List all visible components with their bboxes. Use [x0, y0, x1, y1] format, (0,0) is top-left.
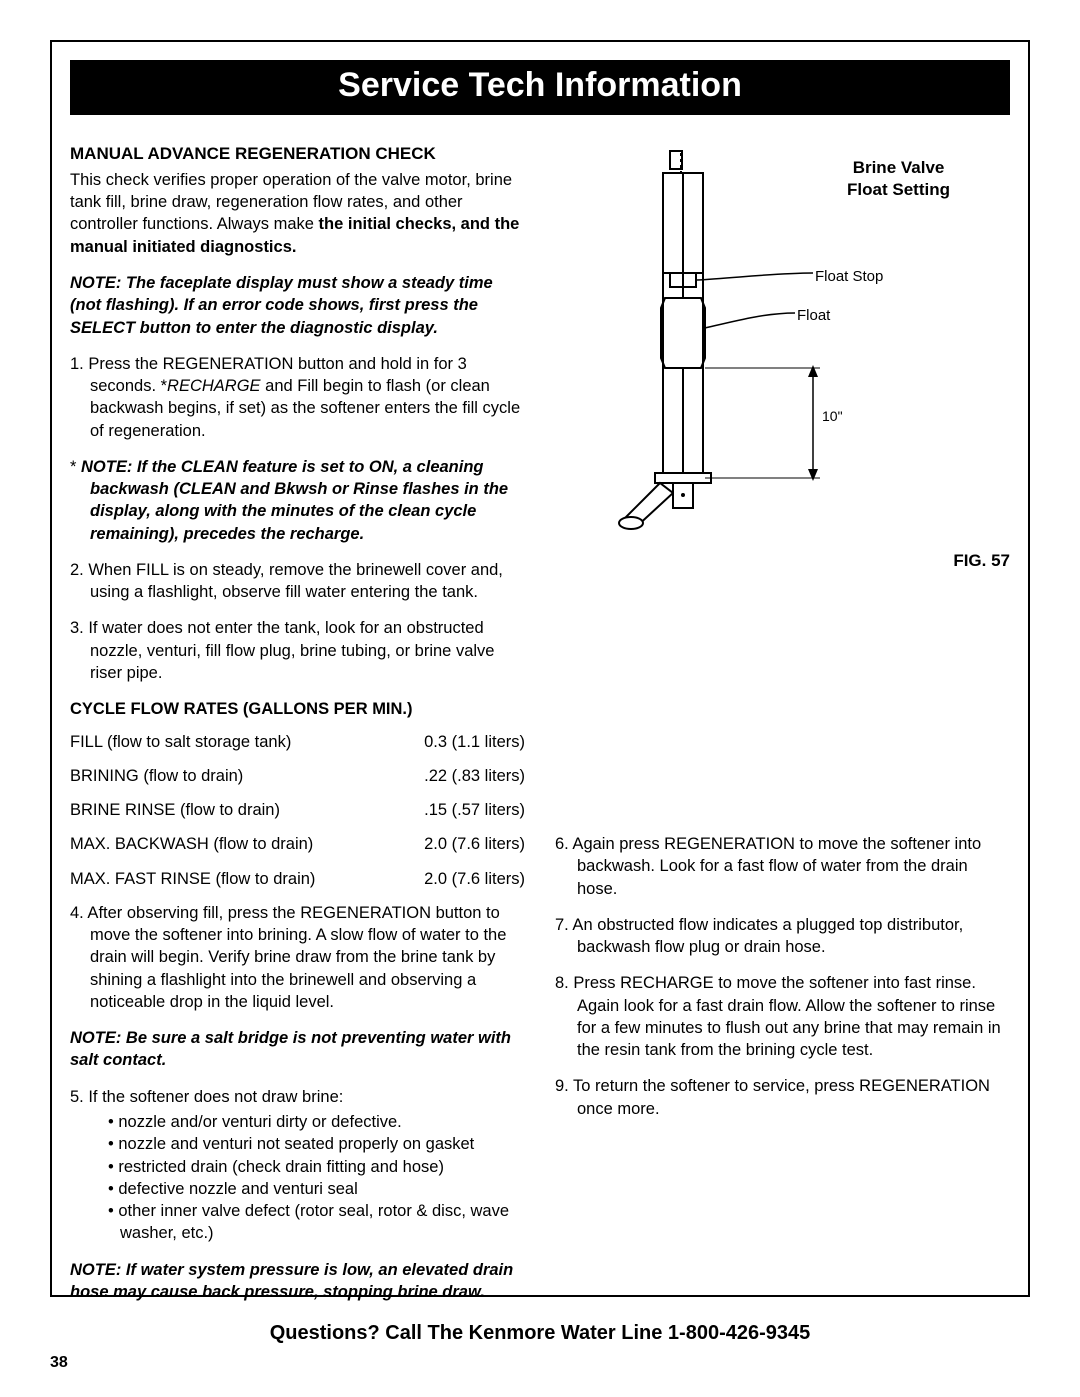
- rates-heading: CYCLE FLOW RATES (GALLONS PER MIN.): [70, 698, 525, 720]
- note-display: NOTE: The faceplate display must show a …: [70, 272, 525, 339]
- note-pressure: NOTE: If water system pressure is low, a…: [70, 1259, 525, 1304]
- step-9: 9. To return the softener to service, pr…: [555, 1075, 1010, 1120]
- note-salt-bridge: NOTE: Be sure a salt bridge is not preve…: [70, 1027, 525, 1072]
- note2-text: NOTE: If the CLEAN feature is set to ON,…: [81, 458, 508, 543]
- rate-label: BRINING (flow to drain): [70, 765, 243, 787]
- bullet-item: • restricted drain (check drain fitting …: [108, 1156, 525, 1178]
- step-4: 4. After observing fill, press the REGEN…: [70, 902, 525, 1013]
- step1-b: RECHARGE: [167, 377, 261, 395]
- figure-label: FIG. 57: [953, 550, 1010, 573]
- rate-label: BRINE RINSE (flow to drain): [70, 799, 280, 821]
- rate-value: .15 (.57 liters): [424, 799, 525, 821]
- right-column: Brine Valve Float Setting Float Stop Flo…: [555, 143, 1010, 1317]
- note2-star: *: [70, 458, 81, 476]
- step-8: 8. Press RECHARGE to move the softener i…: [555, 972, 1010, 1061]
- rate-value: .22 (.83 liters): [424, 765, 525, 787]
- bullet-item: • defective nozzle and venturi seal: [108, 1178, 525, 1200]
- bullet-list: • nozzle and/or venturi dirty or defecti…: [70, 1111, 525, 1245]
- main-heading: MANUAL ADVANCE REGENERATION CHECK: [70, 143, 525, 166]
- rate-row: MAX. FAST RINSE (flow to drain) 2.0 (7.6…: [70, 868, 525, 890]
- step-2: 2. When FILL is on steady, remove the br…: [70, 559, 525, 604]
- step-5-intro: 5. If the softener does not draw brine:: [70, 1086, 525, 1108]
- bullet-item: • nozzle and/or venturi dirty or defecti…: [108, 1111, 525, 1133]
- bullet-item: • nozzle and venturi not seated properly…: [108, 1133, 525, 1155]
- brine-valve-diagram: Brine Valve Float Setting Float Stop Flo…: [555, 143, 1010, 573]
- rate-value: 0.3 (1.1 liters): [424, 731, 525, 753]
- page-number: 38: [50, 1354, 68, 1372]
- rate-label: MAX. FAST RINSE (flow to drain): [70, 868, 315, 890]
- rate-row: FILL (flow to salt storage tank) 0.3 (1.…: [70, 731, 525, 753]
- rate-row: BRINING (flow to drain) .22 (.83 liters): [70, 765, 525, 787]
- page-title-bar: Service Tech Information: [70, 60, 1010, 115]
- left-column: MANUAL ADVANCE REGENERATION CHECK This c…: [70, 143, 525, 1317]
- rate-value: 2.0 (7.6 liters): [424, 833, 525, 855]
- step-7: 7. An obstructed flow indicates a plugge…: [555, 914, 1010, 959]
- step-1: 1. Press the REGENERATION button and hol…: [70, 353, 525, 442]
- footer-text: Questions? Call The Kenmore Water Line 1…: [0, 1322, 1080, 1345]
- rate-value: 2.0 (7.6 liters): [424, 868, 525, 890]
- rate-label: MAX. BACKWASH (flow to drain): [70, 833, 313, 855]
- page-frame: Service Tech Information MANUAL ADVANCE …: [50, 40, 1030, 1297]
- bullet-item: • other inner valve defect (rotor seal, …: [108, 1200, 525, 1245]
- step-3: 3. If water does not enter the tank, loo…: [70, 617, 525, 684]
- intro-paragraph: This check verifies proper operation of …: [70, 169, 525, 258]
- step-6: 6. Again press REGENERATION to move the …: [555, 833, 1010, 900]
- rate-row: MAX. BACKWASH (flow to drain) 2.0 (7.6 l…: [70, 833, 525, 855]
- brine-valve-svg: [555, 143, 875, 543]
- content-columns: MANUAL ADVANCE REGENERATION CHECK This c…: [70, 143, 1010, 1317]
- rate-row: BRINE RINSE (flow to drain) .15 (.57 lit…: [70, 799, 525, 821]
- rate-label: FILL (flow to salt storage tank): [70, 731, 291, 753]
- note-clean: * NOTE: If the CLEAN feature is set to O…: [70, 456, 525, 545]
